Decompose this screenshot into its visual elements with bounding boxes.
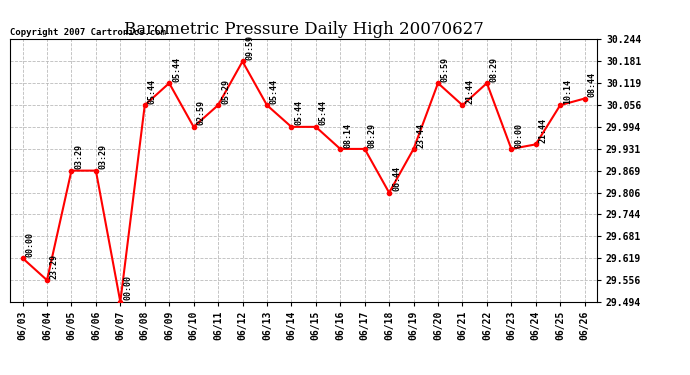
Text: 00:00: 00:00 <box>514 123 523 147</box>
Text: 00:00: 00:00 <box>26 232 34 257</box>
Text: 03:29: 03:29 <box>75 144 83 169</box>
Text: 08:14: 08:14 <box>343 123 352 147</box>
Text: 09:59: 09:59 <box>246 35 255 60</box>
Text: 05:44: 05:44 <box>295 100 304 126</box>
Text: 23:44: 23:44 <box>417 123 426 147</box>
Text: 05:59: 05:59 <box>441 57 450 82</box>
Text: Copyright 2007 Cartronics.com: Copyright 2007 Cartronics.com <box>10 28 166 37</box>
Text: 08:29: 08:29 <box>490 57 499 82</box>
Text: 05:44: 05:44 <box>172 57 181 82</box>
Text: 05:44: 05:44 <box>270 79 279 104</box>
Text: 21:44: 21:44 <box>539 118 548 143</box>
Text: 05:29: 05:29 <box>221 79 230 104</box>
Text: 03:29: 03:29 <box>99 144 108 169</box>
Text: 08:44: 08:44 <box>588 72 597 97</box>
Text: 06:44: 06:44 <box>392 166 401 191</box>
Text: 02:59: 02:59 <box>197 100 206 126</box>
Text: 08:29: 08:29 <box>368 123 377 147</box>
Text: 10:14: 10:14 <box>563 79 572 104</box>
Title: Barometric Pressure Daily High 20070627: Barometric Pressure Daily High 20070627 <box>124 21 484 38</box>
Text: 05:44: 05:44 <box>148 79 157 104</box>
Text: 23:29: 23:29 <box>50 254 59 279</box>
Text: 00:00: 00:00 <box>124 276 132 300</box>
Text: 05:44: 05:44 <box>319 100 328 126</box>
Text: 21:44: 21:44 <box>465 79 475 104</box>
